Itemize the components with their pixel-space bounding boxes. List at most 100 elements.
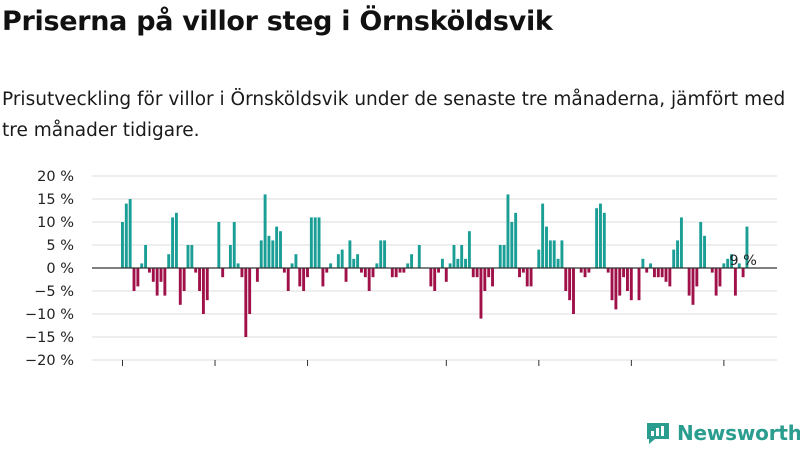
bar-positive xyxy=(379,240,383,268)
bar-positive xyxy=(144,245,148,268)
bar-negative xyxy=(255,268,259,282)
bar-positive xyxy=(174,212,178,268)
bar-positive xyxy=(552,240,556,268)
bar-negative xyxy=(487,268,491,278)
bar-negative xyxy=(718,268,722,287)
bar-negative xyxy=(178,268,182,305)
bar-positive xyxy=(417,245,421,268)
bar-negative xyxy=(147,268,151,273)
bar-negative xyxy=(479,268,483,319)
bar-positive xyxy=(294,254,298,268)
bar-positive xyxy=(467,231,471,268)
bar-negative xyxy=(163,268,167,296)
bar-negative xyxy=(587,268,591,273)
bar-negative xyxy=(221,268,225,278)
bar-negative xyxy=(360,268,363,273)
bar-positive xyxy=(537,249,541,268)
bar-negative xyxy=(668,268,672,287)
bar-positive xyxy=(641,258,645,268)
bar-negative xyxy=(622,268,626,278)
newsworthy-icon xyxy=(647,423,669,444)
bar-negative xyxy=(286,268,290,291)
bar-negative xyxy=(182,268,186,291)
bar-positive xyxy=(336,254,340,268)
bar-negative xyxy=(691,268,695,305)
bar-positive xyxy=(186,245,190,268)
bar-negative xyxy=(394,268,398,278)
bar-negative xyxy=(572,268,575,314)
bar-positive xyxy=(676,240,680,268)
bar-positive xyxy=(452,245,456,268)
bar-positive xyxy=(267,235,271,268)
bar-positive xyxy=(602,212,606,268)
bar-positive xyxy=(510,222,514,268)
bar-chart: 20 %15 %10 %5 %0 %−5 %−10 %−15 %−20 %201… xyxy=(25,169,777,369)
bar-positive xyxy=(317,217,321,268)
bar-positive xyxy=(190,245,194,268)
bar-positive xyxy=(440,258,444,268)
bar-positive xyxy=(560,240,564,268)
bar-negative xyxy=(714,268,718,296)
bar-negative xyxy=(282,268,286,273)
bar-positive xyxy=(460,245,464,268)
bar-negative xyxy=(618,268,622,296)
bar-negative xyxy=(614,268,618,310)
bar-positive xyxy=(383,240,387,268)
newsworthy-logo: Newsworthy xyxy=(645,418,800,448)
bar-negative xyxy=(529,268,533,287)
bar-negative xyxy=(302,268,306,291)
bar-negative xyxy=(298,268,302,287)
bar-negative xyxy=(564,268,568,291)
bar-positive xyxy=(290,263,294,268)
y-tick-label: 0 % xyxy=(46,261,74,277)
y-tick-label: 10 % xyxy=(37,215,74,231)
bar-positive xyxy=(263,194,267,268)
chart-subtitle: Prisutveckling för villor i Örnsköldsvik… xyxy=(2,89,786,141)
bar-negative xyxy=(606,268,610,273)
bar-positive xyxy=(464,258,467,268)
bar-positive xyxy=(167,254,171,268)
bar-negative xyxy=(325,268,329,273)
bar-negative xyxy=(155,268,159,296)
y-tick-label: −10 % xyxy=(25,307,74,323)
bar-negative xyxy=(471,268,475,278)
bar-negative xyxy=(525,268,529,287)
bar-negative xyxy=(626,268,629,291)
bar-negative xyxy=(136,268,140,287)
bar-positive xyxy=(356,254,360,268)
bar-negative xyxy=(159,268,163,282)
bar-negative xyxy=(198,268,201,291)
bar-positive xyxy=(726,258,730,268)
bar-positive xyxy=(271,240,275,268)
bar-negative xyxy=(521,268,525,273)
bar-negative xyxy=(398,268,402,273)
bar-negative xyxy=(656,268,660,278)
bar-positive xyxy=(722,263,726,268)
bar-negative xyxy=(194,268,198,273)
bar-negative xyxy=(687,268,691,296)
bar-positive xyxy=(348,240,352,268)
bar-negative xyxy=(367,268,371,291)
bar-negative xyxy=(240,268,244,278)
bar-positive xyxy=(406,263,410,268)
y-tick-label: 5 % xyxy=(46,238,74,254)
bar-positive xyxy=(313,217,317,268)
bar-positive xyxy=(124,203,128,268)
bar-positive xyxy=(649,263,653,268)
bar-negative xyxy=(205,268,209,301)
bar-negative xyxy=(201,268,205,314)
bar-negative xyxy=(244,268,248,337)
bar-positive xyxy=(541,203,545,268)
bar-positive xyxy=(699,222,703,268)
bar-positive xyxy=(703,235,707,268)
bar-negative xyxy=(248,268,252,314)
bar-positive xyxy=(217,222,221,268)
bar-positive xyxy=(309,217,313,268)
bar-negative xyxy=(610,268,614,301)
bar-positive xyxy=(275,226,279,268)
bar-positive xyxy=(352,258,356,268)
bar-negative xyxy=(733,268,737,296)
bar-positive xyxy=(745,226,749,268)
bar-negative xyxy=(483,268,487,291)
bar-positive xyxy=(506,194,510,268)
